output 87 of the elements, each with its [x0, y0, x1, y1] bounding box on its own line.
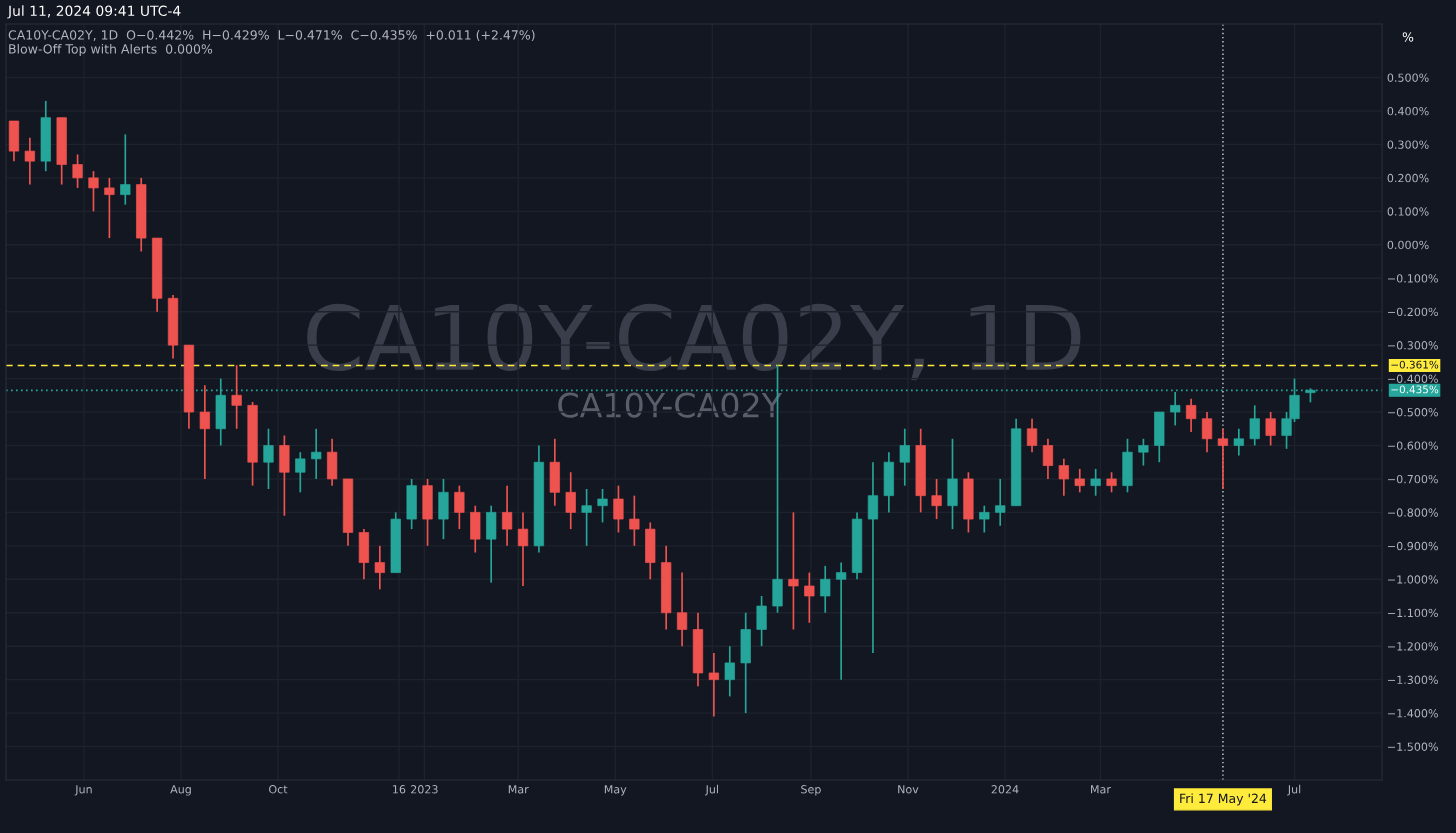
candlestick: [1042, 437, 1054, 480]
annotation: Blow-Off Top with Alerts 0.000%: [9, 43, 213, 57]
y-tick-label: 0.000%: [1387, 240, 1429, 250]
candlestick: [263, 427, 274, 490]
y-tick-label: −1.400%: [1388, 709, 1438, 718]
y-tick-label: −1.300%: [1388, 675, 1438, 685]
candlestick: [1233, 427, 1244, 457]
candlestick: [565, 471, 576, 530]
candlestick: [629, 494, 640, 547]
candlestick: [1106, 471, 1117, 494]
x-tick-label: Mar: [1091, 785, 1111, 794]
ref-line-label: Fri 17 May '24: [1180, 793, 1267, 806]
candlestick: [1074, 468, 1085, 494]
y-tick-label: −0.800%: [1388, 508, 1438, 517]
x-tick-label: May: [604, 785, 627, 796]
candlestick: [517, 511, 529, 587]
candlestick: [1170, 391, 1181, 427]
candlestick: [24, 136, 35, 186]
y-tick-label: −0.400%: [1388, 374, 1438, 383]
y-tick-label: 0.300%: [1387, 140, 1429, 149]
y-tick-label: −0.700%: [1388, 474, 1438, 484]
annotation: CA10Y-CA02Y, 1D O−0.442% H−0.429% L−0.471% C−0.435% +0.011 (+2.47%): [8, 29, 535, 42]
x-tick-label: Aug: [170, 785, 191, 796]
candlestick: [374, 545, 385, 591]
candlestick: [820, 565, 831, 614]
candlestick: [979, 504, 990, 534]
x-tick-label: Jun: [74, 785, 92, 796]
candlestick: [1249, 404, 1260, 447]
y-tick-label: −1.200%: [1388, 642, 1438, 651]
y-tick-label: −0.600%: [1388, 441, 1438, 450]
candlestick: [454, 484, 465, 530]
y-tick-label: 0.200%: [1387, 173, 1429, 183]
candlestick: [1138, 437, 1149, 467]
x-tick-label: 2024: [991, 785, 1019, 794]
x-tick-label: Jul: [705, 784, 718, 796]
candlestick: [836, 561, 847, 681]
x-tick-label: Mar: [508, 785, 529, 794]
x-tick-label: Nov: [898, 785, 919, 794]
candlestick: [1217, 427, 1229, 490]
y-tick-label: 0.500%: [1387, 73, 1429, 82]
candlestick: [104, 177, 115, 239]
candlestick: [1265, 411, 1276, 447]
x-tick-label: Sep: [801, 785, 821, 796]
candlestick: [1058, 458, 1069, 497]
candlestick: [708, 652, 720, 718]
candlestick: [199, 384, 210, 480]
x-tick-label: 2023: [411, 785, 438, 794]
y-tick-label: 0.400%: [1387, 106, 1429, 116]
candlestick: [231, 364, 242, 430]
y-tick-label: −1.000%: [1388, 575, 1438, 584]
candlestick: [995, 478, 1006, 527]
candlestick: [899, 427, 910, 487]
candlestick: [88, 170, 99, 213]
candlestick: [756, 595, 767, 648]
candlestick: [788, 511, 799, 631]
y-tick-label: 0.100%: [1387, 207, 1429, 216]
ref-line-label: −0.435%: [1391, 385, 1439, 394]
y-tick-label: −0.200%: [1388, 307, 1438, 317]
candlestick: [501, 484, 513, 547]
candlestick: [804, 571, 815, 624]
x-tick-label: Oct: [269, 785, 288, 794]
y-tick-label: −0.300%: [1388, 341, 1438, 350]
ref-line-label: −0.361%: [1391, 360, 1439, 369]
candlestick: [120, 133, 131, 206]
y-tick-label: −0.100%: [1388, 274, 1438, 283]
y-tick-label: −1.500%: [1388, 742, 1438, 751]
candlestick: [72, 153, 83, 189]
y-tick-label: −1.100%: [1388, 608, 1438, 618]
x-tick-label: Jul: [1287, 784, 1301, 796]
text: Jul 11, 2024 09:41 UTC-4: [7, 5, 181, 19]
candlestick: [1201, 411, 1213, 454]
candlestick: [867, 461, 879, 654]
x-tick-label: 16: [393, 785, 406, 794]
candlestick: [581, 488, 592, 547]
text: %: [1402, 32, 1414, 42]
candlestick: [311, 427, 322, 480]
y-tick-label: −0.900%: [1388, 541, 1438, 551]
candlestick: [613, 484, 624, 534]
candlestick: [597, 488, 608, 524]
y-tick-label: −0.500%: [1388, 408, 1438, 417]
candlestick: [724, 645, 735, 698]
candlestick: [1026, 417, 1038, 454]
candlestick: [295, 451, 306, 494]
candlestick: [1090, 468, 1101, 497]
candlestick: [931, 478, 942, 520]
candlestick: [676, 571, 688, 648]
candlestick: [1185, 397, 1197, 433]
